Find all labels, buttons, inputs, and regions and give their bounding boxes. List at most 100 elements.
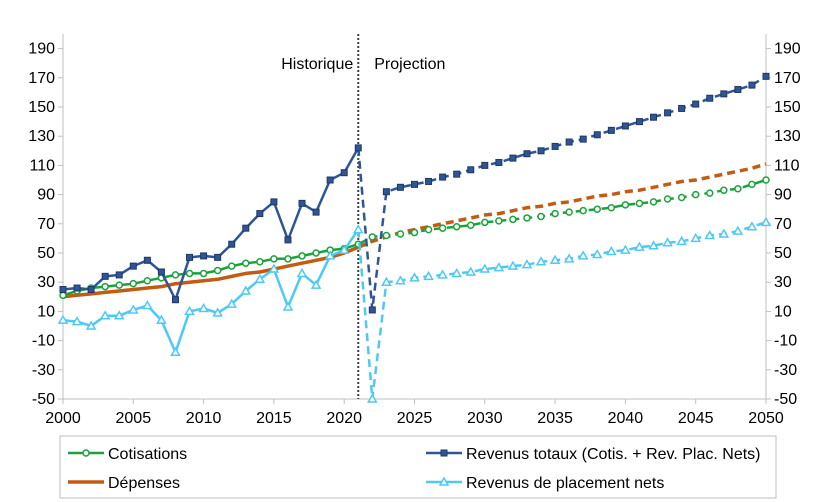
data-point — [129, 262, 137, 270]
data-point — [186, 253, 194, 261]
data-point — [551, 209, 559, 218]
series-line-historical — [62, 245, 359, 299]
y-tick-label-right: 50 — [774, 245, 792, 262]
data-point — [101, 282, 109, 291]
data-point — [324, 250, 336, 260]
data-point — [382, 188, 390, 196]
y-tick-label-left: 170 — [28, 70, 55, 87]
series-line-historical — [62, 243, 359, 297]
y-tick-label-right: 10 — [774, 303, 792, 320]
data-point — [143, 256, 151, 264]
data-point — [521, 259, 533, 269]
data-point — [593, 131, 601, 139]
series-line-historical — [62, 228, 360, 354]
data-point — [591, 248, 603, 259]
data-point — [423, 270, 434, 281]
data-point — [762, 176, 770, 184]
data-point — [242, 224, 250, 232]
data-point — [438, 224, 447, 232]
legend-item-cotisations: Cotisations — [68, 446, 187, 463]
data-point — [607, 203, 616, 212]
legend-swatch-marker — [438, 476, 450, 486]
data-point — [437, 269, 448, 279]
data-point — [171, 271, 180, 279]
data-point — [200, 252, 208, 260]
data-point — [284, 255, 292, 263]
data-point — [579, 206, 587, 215]
data-point — [691, 190, 700, 199]
y-tick-label-right: 30 — [774, 274, 792, 291]
series-line-projection — [357, 178, 767, 246]
data-point — [607, 126, 615, 134]
data-point — [481, 218, 489, 227]
data-point — [704, 229, 716, 240]
data-point — [312, 249, 320, 257]
data-point — [71, 316, 83, 326]
data-point — [143, 276, 152, 285]
data-point — [678, 104, 686, 112]
data-point — [129, 279, 138, 288]
data-point — [495, 158, 503, 166]
data-point — [746, 221, 758, 231]
data-point — [310, 279, 322, 289]
data-point — [270, 255, 278, 263]
data-point — [593, 205, 602, 213]
series-line-projection — [357, 162, 767, 249]
data-point — [85, 320, 97, 330]
data-point — [481, 161, 489, 169]
x-tick-label: 2000 — [45, 410, 81, 427]
x-tick-label: 2035 — [537, 410, 573, 427]
data-point — [563, 253, 575, 263]
legend-swatch-marker — [82, 449, 90, 457]
data-point — [453, 170, 461, 178]
x-tick-label: 2005 — [116, 410, 152, 427]
data-point — [664, 109, 672, 117]
data-point — [256, 258, 264, 266]
y-tick-label-left: -30 — [32, 362, 55, 379]
data-point — [212, 307, 223, 317]
data-point — [298, 199, 306, 207]
data-point — [551, 142, 559, 150]
data-point — [467, 166, 475, 174]
y-tick-label-left: 30 — [37, 274, 55, 291]
data-point — [677, 193, 686, 202]
legend-item-depenses: Dépenses — [68, 475, 180, 492]
data-point — [340, 169, 348, 177]
data-point — [240, 285, 252, 295]
data-point — [115, 271, 123, 279]
data-point — [537, 147, 545, 155]
data-point — [495, 217, 503, 225]
data-point — [706, 94, 714, 102]
data-point — [410, 228, 419, 237]
data-point — [663, 195, 672, 203]
data-point — [748, 180, 756, 189]
data-point — [565, 138, 573, 146]
data-point — [621, 201, 630, 209]
data-point — [312, 208, 320, 216]
x-tick-label: 2015 — [256, 410, 292, 427]
data-point — [425, 177, 433, 185]
data-point — [509, 154, 517, 162]
y-tick-label-left: 150 — [28, 99, 55, 116]
data-point — [256, 210, 264, 218]
data-point — [268, 263, 280, 273]
x-tick-label: 2040 — [608, 410, 644, 427]
x-tick-label: 2020 — [326, 410, 362, 427]
data-point — [284, 236, 292, 244]
y-tick-label-left: 190 — [28, 41, 55, 58]
data-point — [396, 183, 404, 191]
y-tick-label-left: -50 — [32, 391, 55, 408]
data-point — [676, 235, 687, 246]
data-point — [254, 273, 266, 284]
y-tick-label-right: 90 — [774, 187, 792, 204]
data-point — [198, 302, 209, 313]
y-tick-label-right: 110 — [774, 157, 800, 174]
data-point — [493, 262, 505, 272]
data-point — [270, 198, 278, 206]
data-point — [509, 215, 517, 224]
y-tick-label-right: -30 — [774, 362, 797, 379]
data-point — [621, 122, 629, 130]
data-point — [720, 186, 728, 194]
legend-label: Cotisations — [108, 446, 187, 463]
